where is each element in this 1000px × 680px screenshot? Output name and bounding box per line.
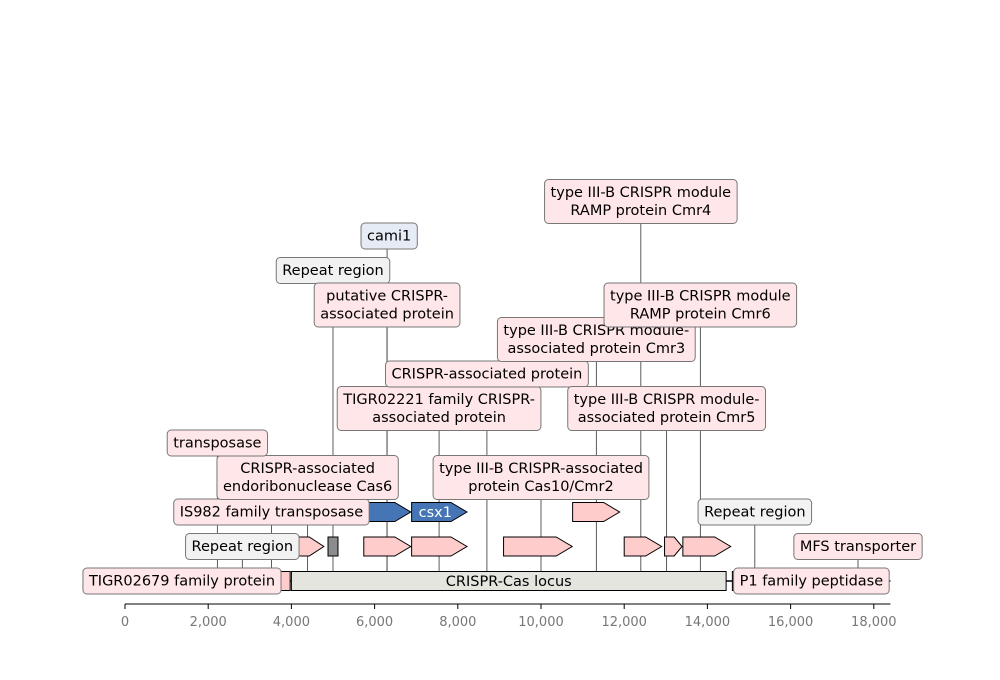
axis-tick-label: 16,000 (768, 615, 814, 630)
feature-label-text: CRISPR-associated protein (391, 367, 582, 383)
gene-arrow (363, 502, 412, 522)
axis-tick-label: 2,000 (190, 615, 227, 630)
feature-label-text: type III-B CRISPR module (551, 185, 732, 201)
feature-label: Repeat region (697, 498, 813, 526)
feature-label-text: Repeat region (704, 505, 806, 521)
feature-label: type III-B CRISPR module RAMP protein Cmr… (603, 282, 798, 328)
feature-label-box (567, 386, 767, 431)
feature-label-text: type III-B CRISPR-associated (439, 461, 643, 477)
gene-arrow (503, 536, 574, 557)
feature-label: putative CRISPR-associated protein (313, 282, 461, 328)
feature-label-text: cami1 (367, 229, 411, 245)
feature-label-text: P1 family peptidase (740, 574, 884, 590)
feature-label-box (603, 282, 798, 328)
gene-arrow (664, 536, 683, 557)
axis-tick-label: 8,000 (439, 615, 476, 630)
feature-label-text: associated protein Cmr3 (507, 341, 685, 357)
feature-label-text: TIGR02221 family CRISPR- (342, 392, 535, 408)
axis-tick-label: 6,000 (356, 615, 393, 630)
feature-label-box (185, 533, 300, 560)
feature-label: P1 family peptidase (733, 567, 890, 595)
locus-box (290, 571, 727, 591)
feature-label: CRISPR-associated endoribonuclease Cas6 (216, 455, 399, 500)
coordinate-axis: 0 2,000 4,000 6,000 8,000 10,000 12,000 14,000 1… (121, 603, 897, 630)
repeat-region-box (327, 536, 339, 557)
gene-arrow (623, 536, 663, 557)
feature-label-box (793, 533, 923, 560)
feature-label-text: associated protein (372, 410, 506, 426)
feature-label-box (544, 179, 738, 224)
feature-label-box (384, 360, 589, 388)
feature-label-text: RAMP protein Cmr4 (570, 203, 711, 219)
feature-label: transposase (166, 429, 268, 457)
gene-inner-label: csx1 (419, 505, 452, 521)
feature-label: Repeat region (275, 257, 391, 284)
gene-arrow (682, 536, 732, 557)
feature-label: MFS transporter (793, 533, 923, 560)
feature-label: Repeat region (185, 533, 300, 560)
feature-label-box (496, 317, 696, 362)
axis-tick-label: 10,000 (518, 615, 564, 630)
feature-label: type III-B CRISPR module-associated prot… (567, 386, 767, 431)
feature-label-text: endoribonuclease Cas6 (223, 479, 392, 495)
feature-label: CRISPR-associated protein (384, 360, 589, 388)
feature-label-box (216, 455, 399, 500)
feature-label-text: transposase (173, 436, 261, 452)
locus-label: CRISPR-Cas locus (446, 574, 572, 590)
feature-label-text: putative CRISPR- (326, 289, 448, 305)
axis-tick-label: 18,000 (851, 615, 897, 630)
feature-label: type III-B CRISPR module RAMP protein Cmr… (544, 179, 738, 224)
axis-tick-label: 4,000 (273, 615, 310, 630)
feature-label-text: associated protein (320, 307, 454, 323)
feature-labels: TIGR02679 family protein Repeat region IS9… (82, 179, 923, 595)
feature-label-text: Repeat region (282, 263, 384, 279)
gene-arrow (411, 502, 468, 522)
feature-label-text: IS982 family transposase (180, 505, 363, 521)
feature-label-box (360, 222, 418, 250)
feature-label: IS982 family transposase (173, 498, 370, 526)
feature-label-text: CRISPR-associated (240, 461, 375, 477)
axis-tick-label: 12,000 (601, 615, 647, 630)
gene-arrow (572, 502, 621, 522)
feature-label: cami1 (360, 222, 418, 250)
feature-label-text: Repeat region (192, 539, 294, 555)
gene-arrow (411, 536, 468, 557)
feature-label-text: protein Cas10/Cmr2 (468, 479, 614, 495)
feature-label-text: MFS transporter (800, 539, 916, 555)
gene-arrow (363, 536, 412, 557)
axis-tick-label: 0 (121, 615, 129, 630)
feature-label-box (432, 455, 650, 500)
feature-label: TIGR02679 family protein (82, 567, 282, 595)
feature-label-box (733, 567, 890, 595)
feature-label-box (166, 429, 268, 457)
feature-label-text: associated protein Cmr5 (578, 410, 756, 426)
axis-tick-label: 14,000 (685, 615, 731, 630)
feature-label-text: TIGR02679 family protein (88, 574, 275, 590)
feature-label-box (313, 282, 461, 328)
feature-label-text: type III-B CRISPR module (610, 289, 791, 305)
feature-label: type III-B CRISPR-associated protein Cas1… (432, 455, 650, 500)
feature-label-text: RAMP protein Cmr6 (630, 307, 771, 323)
feature-label-text: type III-B CRISPR module- (574, 392, 760, 408)
feature-label-box (82, 567, 282, 595)
feature-label: TIGR02221 family CRISPR-associated prote… (336, 386, 542, 431)
feature-label-box (697, 498, 813, 526)
